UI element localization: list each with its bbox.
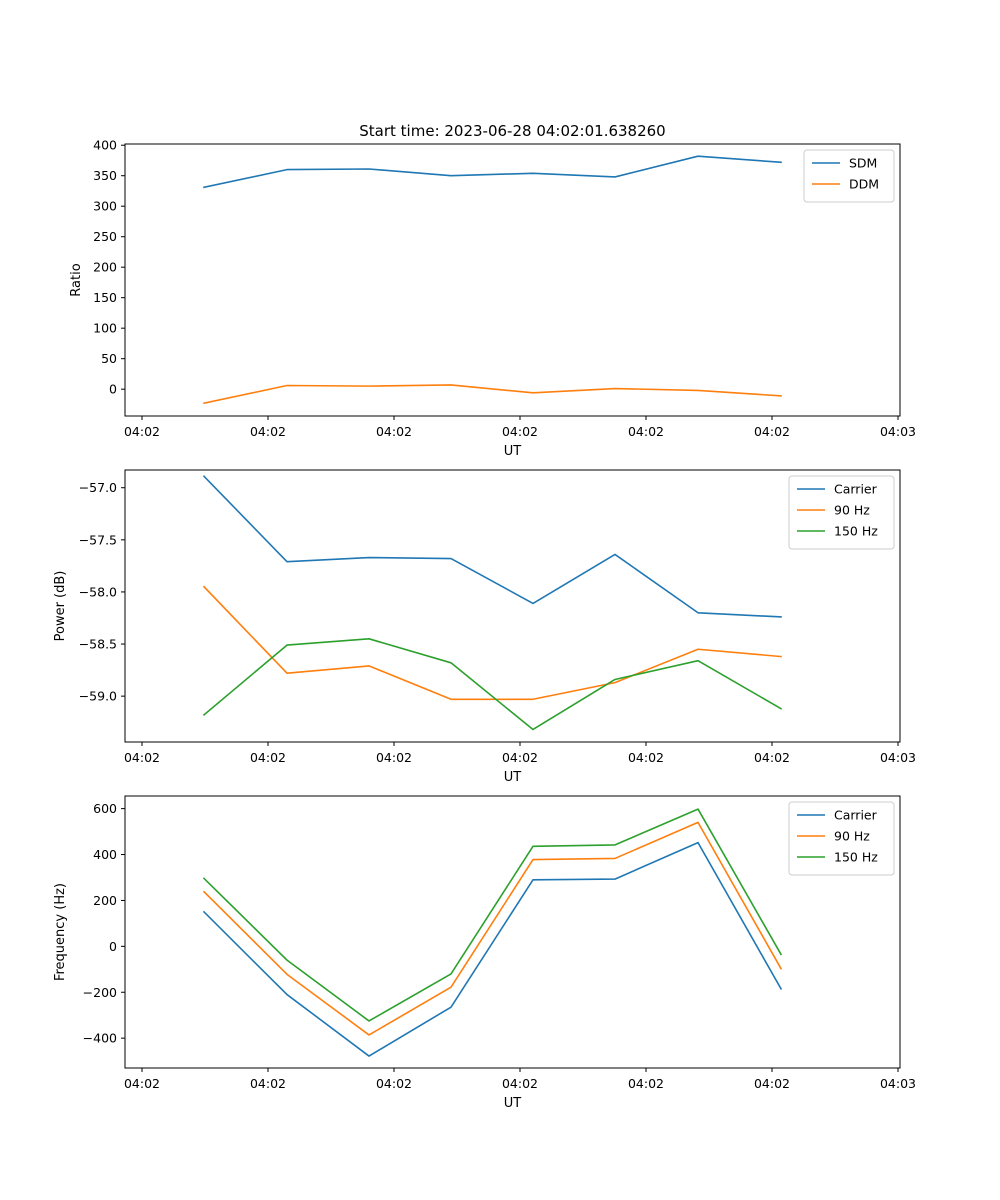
series-line-150-hz — [202, 638, 783, 731]
legend-label: SDM — [849, 156, 877, 171]
y-axis-label: Frequency (Hz) — [53, 883, 68, 981]
x-tick-label: 04:02 — [376, 424, 412, 439]
panel-3: −400 −200 0 200 400 600 04:02 04:02 04:02 04:02 04… — [53, 795, 916, 1111]
axes-frame — [124, 143, 901, 417]
y-tick-label: −58.5 — [79, 637, 117, 652]
y-tick-label: 400 — [93, 847, 117, 862]
y-tick-label: 50 — [101, 351, 117, 366]
legend-label: Carrier — [834, 808, 878, 823]
x-tick-label: 04:02 — [250, 424, 286, 439]
axes-frame — [124, 469, 901, 743]
panel-1: 0 50 100 150 200 250 300 350 400 04:02 04:02 04:02 0… — [69, 138, 916, 459]
legend-label: 90 Hz — [834, 829, 870, 844]
x-tick-label: 04:02 — [124, 1076, 160, 1091]
axes-frame — [124, 795, 901, 1069]
y-tick-label: 200 — [93, 893, 117, 908]
series-line-sdm — [203, 155, 782, 189]
y-tick-label: −400 — [83, 1031, 117, 1046]
y-tick-label: −200 — [83, 985, 117, 1000]
x-tick-label: 04:02 — [124, 424, 160, 439]
figure-title: Start time: 2023-06-28 04:02:01.638260 — [359, 122, 665, 140]
y-tick-label: 150 — [93, 290, 117, 305]
series-line-150-hz — [202, 808, 783, 1022]
x-axis-label: UT — [504, 770, 522, 785]
x-tick-label: 04:02 — [502, 750, 538, 765]
series-line-ddm — [203, 384, 782, 405]
y-axis-label: Power (dB) — [53, 571, 68, 642]
y-tick-label: 600 — [93, 801, 117, 816]
series-line-carrier — [202, 841, 783, 1057]
y-tick-label: 200 — [93, 260, 117, 275]
x-tick-label: 04:02 — [502, 424, 538, 439]
x-tick-label: 04:02 — [754, 424, 790, 439]
y-tick-label: −58.0 — [79, 584, 117, 599]
series-line-90-hz — [202, 821, 783, 1036]
x-tick-label: 04:02 — [628, 424, 664, 439]
x-tick-label: 04:03 — [880, 750, 916, 765]
x-tick-label: 04:02 — [628, 750, 664, 765]
legend-label: 150 Hz — [834, 524, 878, 539]
x-tick-label: 04:02 — [124, 750, 160, 765]
x-tick-label: 04:02 — [250, 750, 286, 765]
y-tick-label: 0 — [109, 382, 117, 397]
y-tick-label: −57.5 — [79, 532, 117, 547]
x-tick-label: 04:02 — [376, 1076, 412, 1091]
x-tick-label: 04:03 — [880, 424, 916, 439]
x-tick-label: 04:02 — [754, 1076, 790, 1091]
legend: Carrier 90 Hz 150 Hz — [788, 475, 895, 550]
x-tick-label: 04:02 — [250, 1076, 286, 1091]
x-tick-label: 04:02 — [502, 1076, 538, 1091]
y-tick-label: 250 — [93, 229, 117, 244]
y-tick-label: 350 — [93, 168, 117, 183]
y-tick-label: 0 — [109, 939, 117, 954]
y-tick-label: 300 — [93, 199, 117, 214]
series-line-90-hz — [202, 585, 782, 701]
x-tick-label: 04:02 — [376, 750, 412, 765]
x-tick-label: 04:03 — [880, 1076, 916, 1091]
y-tick-label: −57.0 — [79, 480, 117, 495]
legend: Carrier 90 Hz 150 Hz — [788, 801, 895, 876]
legend: SDM DDM — [803, 149, 895, 203]
y-tick-label: −59.0 — [79, 689, 117, 704]
legend-label: Carrier — [834, 482, 878, 497]
x-axis-label: UT — [504, 444, 522, 459]
legend-label: 150 Hz — [834, 850, 878, 865]
y-axis-label: Ratio — [69, 263, 84, 296]
panel-2: −59.0 −58.5 −58.0 −57.5 −57.0 04:02 04:02 04:02… — [53, 469, 916, 785]
x-tick-label: 04:02 — [754, 750, 790, 765]
legend-label: 90 Hz — [834, 503, 870, 518]
series-line-carrier — [202, 475, 782, 618]
legend-label: DDM — [849, 177, 879, 192]
y-tick-label: 100 — [93, 321, 117, 336]
x-tick-label: 04:02 — [628, 1076, 664, 1091]
y-tick-label: 400 — [93, 138, 117, 153]
x-axis-label: UT — [504, 1096, 522, 1111]
